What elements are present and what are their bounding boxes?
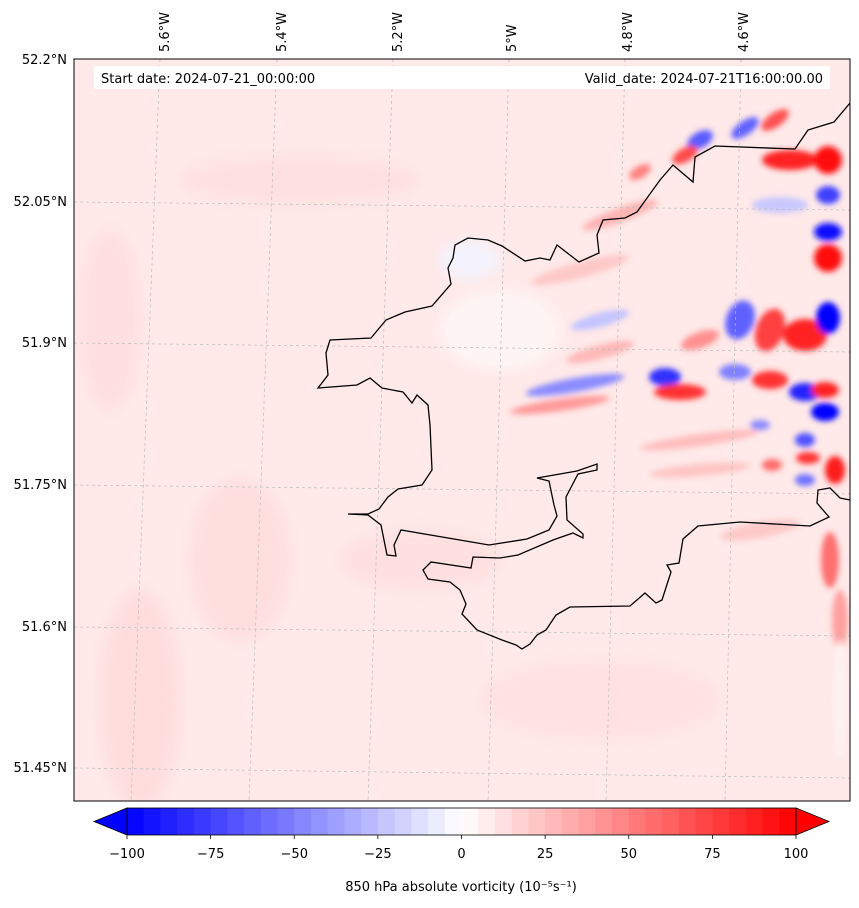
colorbar-tick-label: −75 xyxy=(197,847,224,862)
colorbar-cells xyxy=(127,808,797,835)
lat-labels: 52.2°N 52.05°N 51.9°N 51.75°N 51.6°N 51.… xyxy=(14,53,67,776)
colorbar-cell xyxy=(160,808,178,835)
colorbar-tick-label: 50 xyxy=(620,847,637,862)
colorbar-cell xyxy=(177,808,195,835)
lon-label: 5.6°W xyxy=(158,12,173,52)
lon-label: 5.4°W xyxy=(275,12,290,52)
colorbar-cell xyxy=(227,808,245,835)
valid-date-label: Valid_date: 2024-07-21T16:00:00.00 xyxy=(585,72,823,87)
colorbar-extend-min xyxy=(92,807,128,836)
lon-label: 4.6°W xyxy=(737,12,752,52)
colorbar-cell xyxy=(612,808,630,835)
colorbar-cell xyxy=(678,808,697,835)
colorbar-cell xyxy=(277,808,295,835)
colorbar-cell xyxy=(461,808,479,835)
colorbar-cell xyxy=(127,808,145,835)
colorbar-cell xyxy=(193,808,212,835)
colorbar-tick-label: −25 xyxy=(364,847,391,862)
lon-labels: 5.6°W 5.4°W 5.2°W 5°W 4.8°W 4.6°W xyxy=(158,12,752,52)
lat-label: 51.6°N xyxy=(22,620,67,635)
colorbar-cell xyxy=(294,808,312,835)
colorbar-extend-max xyxy=(795,807,831,836)
colorbar-cell xyxy=(210,808,228,835)
lat-label: 52.05°N xyxy=(14,195,67,210)
colorbar-tick-label: 75 xyxy=(704,847,721,862)
colorbar-cell xyxy=(762,808,780,835)
colorbar-tick-label: −100 xyxy=(109,847,145,862)
colorbar-cell xyxy=(143,808,161,835)
lon-label: 5.2°W xyxy=(391,12,406,52)
colorbar-cell xyxy=(645,808,663,835)
colorbar-cell xyxy=(444,808,463,835)
lat-label: 52.2°N xyxy=(22,53,67,68)
map-frame xyxy=(73,58,851,802)
colorbar-label: 850 hPa absolute vorticity (10⁻⁵s⁻¹) xyxy=(345,880,577,895)
coastline xyxy=(316,102,850,650)
colorbar-cell xyxy=(545,808,563,835)
colorbar-ticks: −100 −75 −50 −25 0 25 50 75 100 xyxy=(109,835,808,862)
colorbar-cell xyxy=(377,808,396,835)
colorbar-cell xyxy=(344,808,362,835)
colorbar-cell xyxy=(561,808,580,835)
colorbar-cell xyxy=(662,808,680,835)
colorbar-cell xyxy=(779,808,797,835)
colorbar-cell xyxy=(729,808,747,835)
lat-label: 51.45°N xyxy=(14,761,67,776)
vorticity-field-strong-features xyxy=(510,109,848,760)
colorbar-cell xyxy=(361,808,379,835)
colorbar-cell xyxy=(528,808,546,835)
colorbar-tick-label: 25 xyxy=(537,847,554,862)
vorticity-field-weak-patches xyxy=(80,155,720,801)
colorbar-cell xyxy=(578,808,596,835)
colorbar-cell xyxy=(411,808,429,835)
map-panel: Start date: 2024-07-21_00:00:00 Valid_da… xyxy=(74,59,850,801)
gridlines xyxy=(74,59,850,801)
colorbar-cell xyxy=(428,808,446,835)
colorbar-tick-label: −50 xyxy=(281,847,308,862)
colorbar-tick-label: 0 xyxy=(457,847,465,862)
colorbar-cell xyxy=(745,808,764,835)
header-box xyxy=(94,66,830,89)
colorbar-tick-label: 100 xyxy=(784,847,809,862)
colorbar-cell xyxy=(712,808,730,835)
colorbar: −100 −75 −50 −25 0 25 50 75 100 850 hPa absolute… xyxy=(92,807,831,895)
colorbar-cell xyxy=(511,808,529,835)
colorbar-cell xyxy=(628,808,646,835)
lat-label: 51.9°N xyxy=(22,336,67,351)
colorbar-cell xyxy=(244,808,262,835)
colorbar-cell xyxy=(310,808,329,835)
colorbar-cell xyxy=(394,808,412,835)
colorbar-cell xyxy=(595,808,613,835)
colorbar-cell xyxy=(695,808,713,835)
lon-label: 4.8°W xyxy=(621,12,636,52)
colorbar-cell xyxy=(260,808,279,835)
start-date-label: Start date: 2024-07-21_00:00:00 xyxy=(101,72,315,87)
colorbar-cell xyxy=(478,808,496,835)
colorbar-cell xyxy=(494,808,513,835)
lon-label: 5°W xyxy=(505,24,520,52)
lat-label: 51.75°N xyxy=(14,478,67,493)
coastline-north-wales xyxy=(316,102,850,650)
colorbar-cell xyxy=(327,808,345,835)
